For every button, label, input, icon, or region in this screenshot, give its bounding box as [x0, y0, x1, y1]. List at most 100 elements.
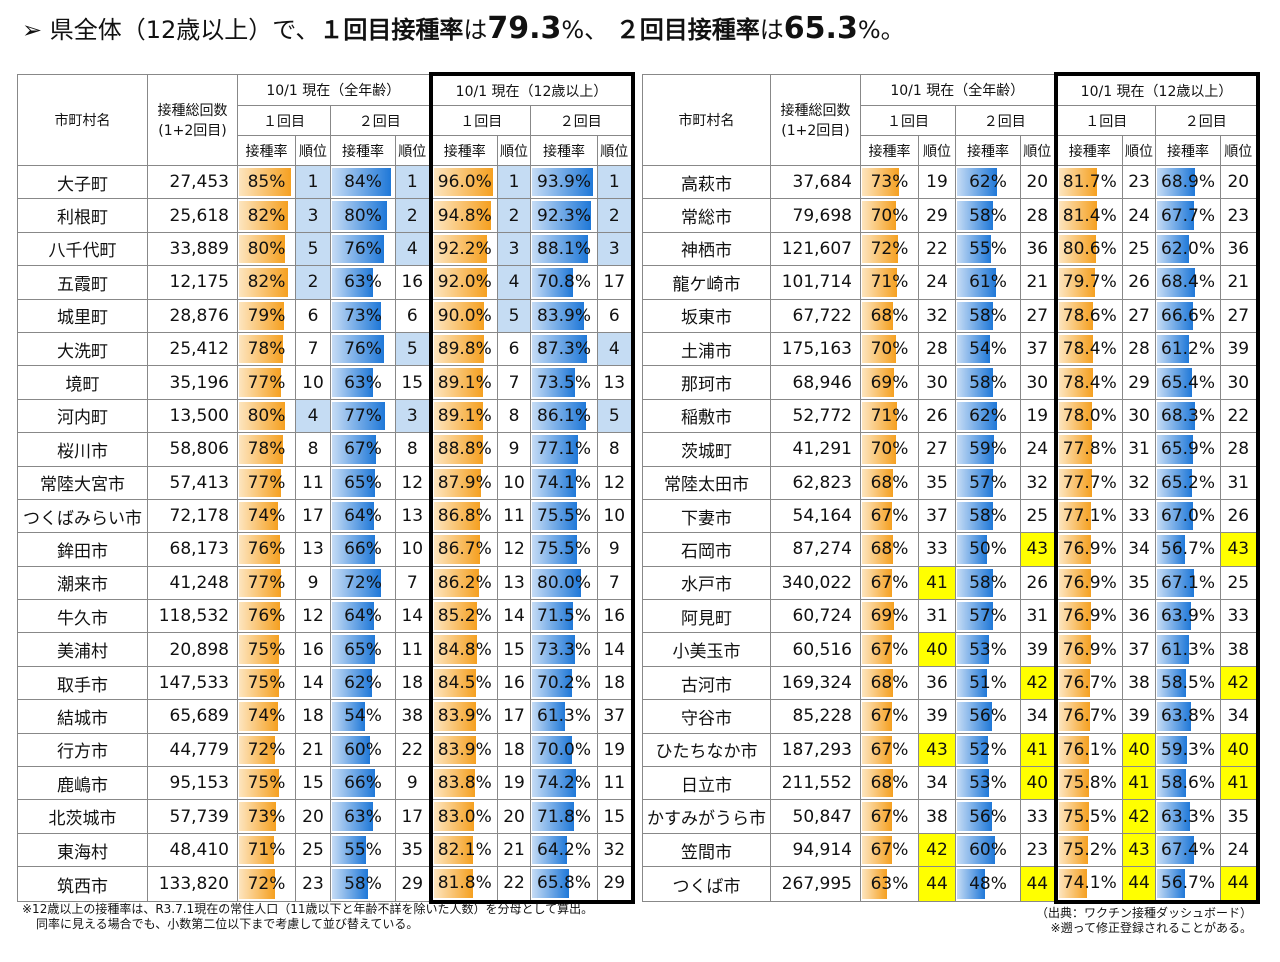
- rank: 7: [497, 365, 532, 400]
- rate: 80.6%: [1053, 231, 1124, 267]
- data-bar: [332, 268, 373, 297]
- rate: 58%: [955, 498, 1021, 534]
- row: 行方市 44,779 72% 21 60% 22 83.9% 18 70.0% 19: [17, 732, 635, 768]
- cell-text: 16: [401, 272, 424, 293]
- cell-text: 9: [508, 439, 520, 460]
- cell-text: 5: [508, 305, 520, 326]
- cell-text: 6: [608, 305, 620, 326]
- cell-text: 63%: [870, 874, 909, 895]
- rate: 92.3%: [530, 198, 599, 233]
- municipality: 結城市: [17, 699, 148, 734]
- row: つくばみらい市 72,178 74% 17 64% 13 86.8% 11 75.5% 10: [17, 498, 635, 534]
- cell-text: 92.2%: [437, 238, 492, 259]
- data-bar: [239, 301, 284, 330]
- cell-text: 35: [1128, 572, 1150, 593]
- data-bar: [434, 568, 479, 598]
- data-bar: [862, 368, 895, 397]
- rank: 16: [394, 265, 432, 300]
- rate: 85%: [237, 164, 296, 200]
- footnote: （出典：ワクチン接種ダッシュボード）: [1035, 906, 1252, 920]
- rank: 32: [918, 298, 956, 333]
- cell-text: 39: [1227, 339, 1250, 360]
- cell-text: 38: [401, 706, 424, 727]
- cell-text: 63.8%: [1161, 706, 1216, 727]
- cell-text: 70.8%: [537, 272, 592, 293]
- cell-text: 27: [926, 439, 948, 460]
- cell-text: 7: [406, 572, 418, 593]
- rate: 89.1%: [428, 365, 499, 400]
- cell-text: 41: [1026, 739, 1049, 760]
- rank: 15: [597, 799, 635, 834]
- data-bar: [1059, 869, 1087, 898]
- data-bar: [434, 869, 473, 898]
- cell-text: 61.3%: [537, 706, 592, 727]
- cell-text: 8: [508, 405, 520, 426]
- cell-text: 65.2%: [1161, 472, 1216, 493]
- rank: 44: [1220, 866, 1260, 904]
- data-bar: [957, 702, 992, 731]
- data-bar: [957, 201, 994, 230]
- rate: 76.7%: [1053, 665, 1124, 701]
- data-bar: [332, 168, 391, 197]
- cell-text: 33: [1026, 806, 1049, 827]
- rate: 65%: [330, 465, 396, 500]
- rank: 23: [1122, 164, 1157, 200]
- data-bar: [332, 334, 384, 364]
- municipality: 河内町: [17, 398, 148, 434]
- rate: 85.2%: [428, 599, 499, 634]
- cell-text: 笠間市: [681, 842, 732, 863]
- rank: 4: [597, 331, 635, 367]
- cell-text: 81.8%: [437, 873, 492, 894]
- cell-text: 70.0%: [537, 739, 592, 760]
- rank: 42: [918, 832, 956, 868]
- cell-text: 66%: [344, 773, 382, 794]
- data-bar: [862, 668, 894, 698]
- cell-text: 26: [1128, 272, 1150, 293]
- rate: 67.0%: [1155, 498, 1222, 534]
- row: 大子町 27,453 85% 1 84% 1 96.0% 1 93.9% 1: [17, 164, 635, 200]
- cell-text: 23: [1128, 172, 1150, 193]
- header-row: １回目 ２回目 １回目 ２回目: [643, 105, 1260, 136]
- cell-text: 2: [608, 205, 620, 226]
- rank: 41: [918, 565, 956, 601]
- cell-text: 89.1%: [437, 372, 492, 393]
- data-bar: [532, 735, 573, 765]
- total: 37,684: [770, 164, 861, 200]
- row: 城里町 28,876 79% 6 73% 6 90.0% 5 83.9% 6: [17, 298, 635, 333]
- cell-text: 147,533: [158, 673, 229, 694]
- data-bar: [957, 668, 988, 698]
- row: 守谷市 85,228 67% 39 56% 34 76.7% 39 63.8% 34: [642, 699, 1260, 734]
- rate: 51%: [955, 665, 1021, 701]
- rank: 28: [1019, 198, 1057, 233]
- rate: 78.4%: [1053, 331, 1124, 367]
- data-bar: [239, 602, 281, 631]
- rank: 4: [497, 265, 532, 300]
- data-bar: [332, 301, 382, 330]
- rank: 14: [295, 665, 331, 701]
- rank: 27: [918, 432, 956, 467]
- row: 下妻市 54,164 67% 37 58% 25 77.1% 33 67.0% 26: [642, 498, 1260, 534]
- rank: 23: [295, 866, 331, 903]
- data-bar: [957, 602, 993, 631]
- rate: 68%: [860, 766, 919, 801]
- cell-text: 67%: [870, 506, 909, 527]
- rank: 14: [597, 632, 635, 667]
- cell-text: 267,995: [781, 874, 852, 895]
- cell-text: 67%: [870, 840, 909, 860]
- total: 41,291: [770, 432, 861, 467]
- row: 牛久市 118,532 76% 12 64% 14 85.2% 14 71.5% 16: [17, 599, 635, 634]
- rate: 76.9%: [1053, 599, 1124, 634]
- rank: 42: [1122, 799, 1157, 834]
- rate: 67%: [330, 432, 396, 467]
- rate: 78%: [237, 331, 296, 367]
- rank: 37: [918, 498, 956, 534]
- cell-text: 32: [603, 840, 626, 860]
- rank: 38: [918, 799, 956, 834]
- total: 41,248: [147, 565, 238, 601]
- rank: 41: [1220, 766, 1260, 801]
- cell-text: 河内町: [57, 408, 108, 429]
- rate: 64.2%: [530, 832, 599, 868]
- data-bar: [532, 334, 588, 364]
- cell-text: 牛久市: [57, 608, 108, 629]
- rank: 8: [597, 432, 635, 467]
